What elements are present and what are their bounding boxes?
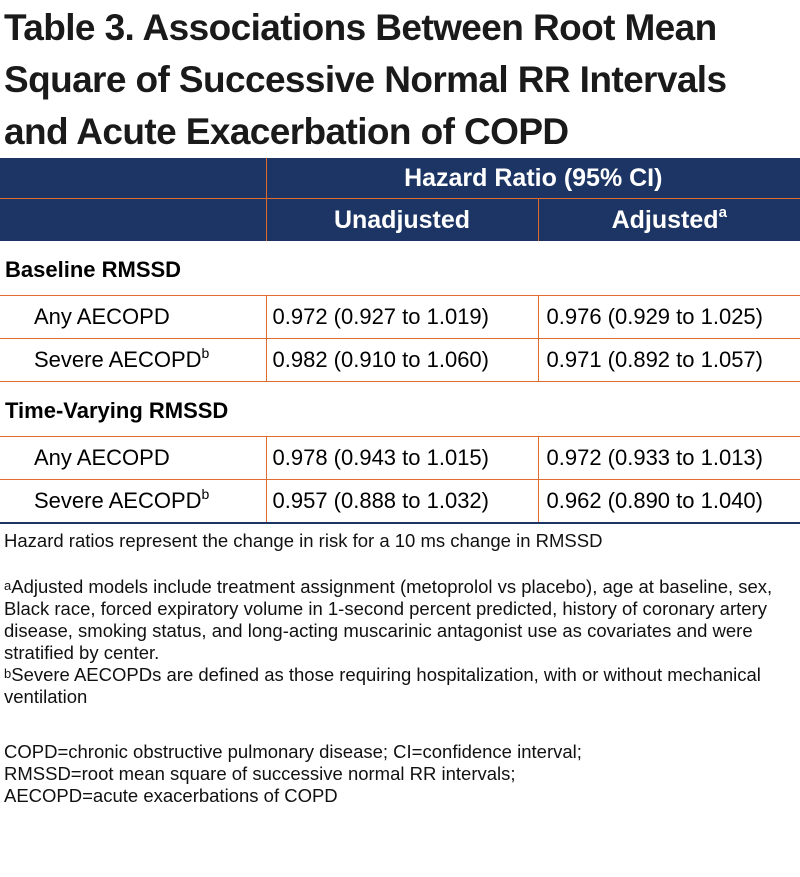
footnote-a: aAdjusted models include treatment assig… <box>4 576 794 664</box>
table-footnotes: Hazard ratios represent the change in ri… <box>4 530 794 807</box>
adjusted-value: 0.962 (0.890 to 1.040) <box>538 479 800 524</box>
header-blank-cell <box>0 158 267 199</box>
row-label-text: Severe AECOPD <box>34 347 202 372</box>
hazard-note: Hazard ratios represent the change in ri… <box>4 530 603 551</box>
abbreviation-line: RMSSD=root mean square of successive nor… <box>4 763 516 784</box>
row-label-text: Severe AECOPD <box>34 488 202 513</box>
footnote-b-mark: b <box>4 666 12 681</box>
footnote-b: bSevere AECOPDs are defined as those req… <box>4 664 794 708</box>
unadjusted-value: 0.957 (0.888 to 1.032) <box>266 479 539 524</box>
unadjusted-value: 0.982 (0.910 to 1.060) <box>266 338 539 382</box>
row-label: Any AECOPD <box>0 436 267 480</box>
abbreviation-line: COPD=chronic obstructive pulmonary disea… <box>4 741 582 762</box>
adjusted-value: 0.971 (0.892 to 1.057) <box>538 338 800 382</box>
adjusted-value: 0.976 (0.929 to 1.025) <box>538 295 800 339</box>
table-row: Any AECOPD 0.972 (0.927 to 1.019) 0.976 … <box>0 295 800 339</box>
section-label: Time-Varying RMSSD <box>0 381 800 437</box>
table-title: Table 3. Associations Between Root Mean … <box>4 2 794 158</box>
abbreviation-line: AECOPD=acute exacerbations of COPD <box>4 785 338 806</box>
header-unadjusted: Unadjusted <box>266 198 539 241</box>
title-line: Table 3. Associations Between Root Mean <box>4 7 717 48</box>
section-row-time-varying: Time-Varying RMSSD <box>0 381 800 437</box>
unadjusted-value: 0.972 (0.927 to 1.019) <box>266 295 539 339</box>
row-label-text: Any AECOPD <box>34 445 170 470</box>
footnote-a-mark: a <box>4 578 12 593</box>
header-row-group: Hazard Ratio (95% CI) <box>0 158 800 199</box>
row-label: Any AECOPD <box>0 295 267 339</box>
adjusted-value: 0.972 (0.933 to 1.013) <box>538 436 800 480</box>
header-adjusted: Adjusteda <box>538 198 800 241</box>
table-row: Any AECOPD 0.978 (0.943 to 1.015) 0.972 … <box>0 436 800 480</box>
section-label: Baseline RMSSD <box>0 241 800 296</box>
header-adjusted-label: Adjusted <box>611 205 719 234</box>
footnote-marker-b: b <box>201 345 210 361</box>
footnote-b-text: Severe AECOPDs are defined as those requ… <box>4 664 761 707</box>
row-label-text: Any AECOPD <box>34 304 170 329</box>
footnote-marker-b: b <box>201 486 210 502</box>
title-line: Square of Successive Normal RR Intervals <box>4 59 727 100</box>
hazard-ratio-table: Hazard Ratio (95% CI) Unadjusted Adjuste… <box>0 158 800 524</box>
header-row-columns: Unadjusted Adjusteda <box>0 198 800 241</box>
header-blank-cell <box>0 198 267 241</box>
row-label: Severe AECOPDb <box>0 479 267 524</box>
unadjusted-value: 0.978 (0.943 to 1.015) <box>266 436 539 480</box>
table-row: Severe AECOPDb 0.982 (0.910 to 1.060) 0.… <box>0 338 800 382</box>
title-line: and Acute Exacerbation of COPD <box>4 111 569 152</box>
table-row: Severe AECOPDb 0.957 (0.888 to 1.032) 0.… <box>0 479 800 524</box>
footnote-marker-a: a <box>718 203 727 221</box>
footnote-a-text: Adjusted models include treatment assign… <box>4 576 773 663</box>
header-hazard-ratio: Hazard Ratio (95% CI) <box>266 158 800 199</box>
row-label: Severe AECOPDb <box>0 338 267 382</box>
section-row-baseline: Baseline RMSSD <box>0 241 800 296</box>
